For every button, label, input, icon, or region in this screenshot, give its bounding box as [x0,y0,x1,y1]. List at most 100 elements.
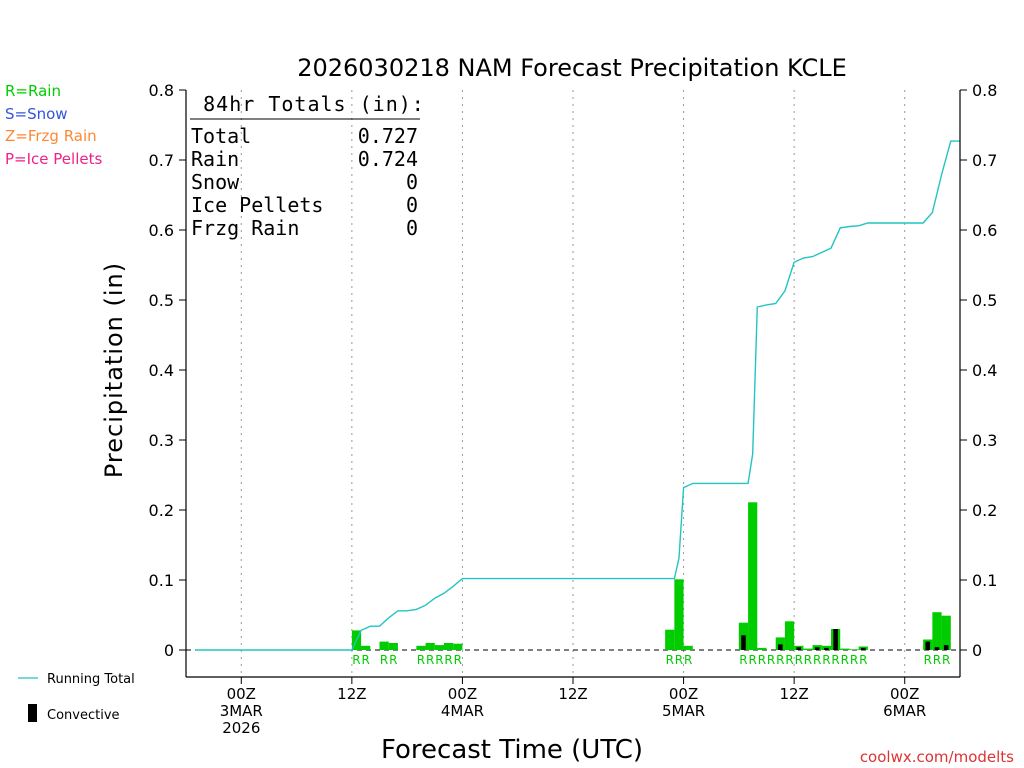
bottom-legend: Running Total Convective [18,672,135,723]
precip-type-label-7: R [444,653,452,667]
running-total-series [195,140,960,651]
precip-bar-9 [665,629,675,650]
precip-bar-2 [379,641,389,650]
totals-label-total: Total [191,124,251,148]
precip-type-label-6: R [435,653,443,667]
precip-bar-16 [784,621,795,650]
convective-bar-19 [814,647,820,650]
precip-type-label-4: R [417,653,425,667]
running-total-legend-label: Running Total [47,672,135,687]
precip-bar-10 [674,579,684,650]
legend-snow: S=Snow [5,105,68,123]
x-tick-label-24-1: 4MAR [441,702,484,720]
precip-bar-7 [444,643,454,650]
precip-type-label-21: R [822,653,830,667]
precip-type-label-26: R [924,653,932,667]
precip-bar-1 [361,645,371,650]
y-tick-label-right-0: 0 [972,641,982,660]
convective-bar-21 [833,629,838,650]
precip-type-label-12: R [739,653,747,667]
y-tick-label-left-0.8: 0.8 [149,81,174,100]
precip-type-label-23: R [841,653,849,667]
x-tick-label-48-0: 00Z [669,685,698,703]
x-tick-label-72-0: 00Z [890,685,919,703]
y-tick-label-left-0.6: 0.6 [149,221,174,240]
legend-freezing-rain: Z=Frzg Rain [5,127,97,145]
precip-type-label-24: R [850,653,858,667]
precip-bar-22 [840,648,850,650]
precip-type-label-2: R [380,653,388,667]
x-tick-label-36-0: 12Z [558,685,587,703]
axes: 0 00.1 0.10.2 0.20.3 0.30.4 0.40.5 0.50.6 0.60.… [149,81,998,737]
y-tick-label-left-0.5: 0.5 [149,291,174,310]
convective-bar-27 [943,645,949,650]
precip-bar-18 [803,648,813,650]
precip-type-label-5: R [426,653,434,667]
y-tick-label-left-0.7: 0.7 [149,151,174,170]
y-tick-label-right-0.4: 0.4 [972,361,997,380]
y-tick-label-right-0.6: 0.6 [972,221,997,240]
totals-value-total: 0.727 [358,124,418,148]
legend-rain: R=Rain [5,82,61,100]
totals-value-snow: 0 [406,170,418,194]
precip-bar-8 [453,643,463,650]
y-tick-label-right-0.3: 0.3 [972,431,997,450]
precip-type-label-25: R [859,653,867,667]
convective-bar-12 [741,635,746,650]
x-tick-label-24-0: 00Z [448,685,477,703]
precip-type-label-14: R [758,653,766,667]
convective-legend-swatch [28,704,37,722]
x-axis-label: Forecast Time (UTC) [381,735,643,765]
y-tick-label-left-0.2: 0.2 [149,501,174,520]
convective-legend-label: Convective [47,708,120,723]
y-tick-label-left-0: 0 [164,641,174,660]
precip-bar-4 [416,645,426,650]
precip-type-label-20: R [813,653,821,667]
precip-bars [351,502,951,650]
precip-type-label-3: R [389,653,397,667]
y-axis-label: Precipitation (in) [100,262,128,478]
precip-type-label-9: R [666,653,674,667]
y-tick-label-left-0.3: 0.3 [149,431,174,450]
precip-bar-14 [757,647,767,650]
precip-bar-26 [932,612,942,650]
precip-type-label-0: R [352,653,360,667]
precip-type-label-10: R [675,653,683,667]
convective-bar-20 [824,647,829,650]
precip-type-label-13: R [749,653,757,667]
convective-bar-17 [796,647,802,650]
precip-type-label-1: R [362,653,370,667]
totals-value-rain: 0.724 [358,147,418,171]
precip-bar-15 [775,637,785,650]
totals-label-ice-pellets: Ice Pellets [191,193,323,217]
precip-type-label-17: R [785,653,793,667]
convective-bar-25 [925,641,931,650]
x-tick-label-0-1: 3MAR [220,702,263,720]
y-tick-label-right-0.1: 0.1 [972,571,997,590]
precip-type-label-16: R [776,653,784,667]
grid-lines [186,90,960,677]
y-tick-label-right-0.2: 0.2 [972,501,997,520]
totals-label-rain: Rain [191,147,239,171]
x-tick-label-0-0: 00Z [227,685,256,703]
x-tick-label-48-1: 5MAR [662,702,705,720]
legend-ice-pellets: P=Ice Pellets [5,150,102,168]
convective-bar-15 [778,644,783,650]
precip-bar-13 [748,502,758,650]
precip-type-label-28: R [942,653,950,667]
precip-type-label-8: R [454,653,462,667]
y-tick-label-right-0.5: 0.5 [972,291,997,310]
totals-value-ice-pellets: 0 [406,193,418,217]
x-tick-label-12-0: 12Z [337,685,366,703]
convective-bar-26 [934,647,940,650]
precip-type-label-22: R [831,653,839,667]
convective-bar-24 [860,647,866,650]
y-tick-label-left-0.1: 0.1 [149,571,174,590]
x-tick-label-0-2: 2026 [222,719,260,737]
y-tick-label-right-0.7: 0.7 [972,151,997,170]
y-tick-label-right-0.8: 0.8 [972,81,997,100]
precip-type-label-11: R [684,653,692,667]
totals-header: 84hr Totals (in): [203,92,425,116]
